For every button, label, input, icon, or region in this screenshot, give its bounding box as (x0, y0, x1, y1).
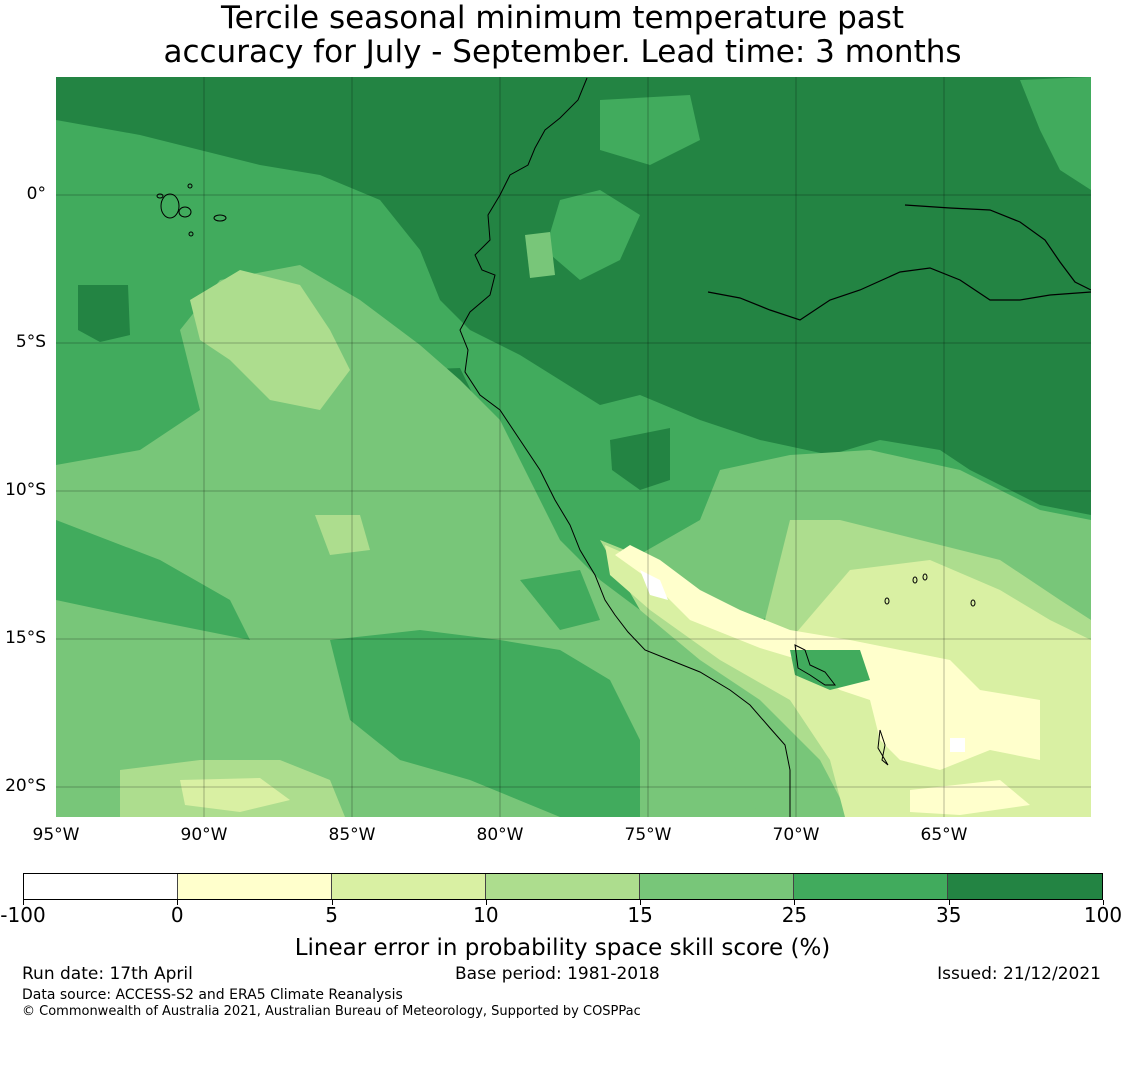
coastline (459, 77, 791, 817)
colorbar-tick-label: 5 (325, 903, 338, 927)
colorbar-tick-label: 0 (170, 903, 184, 927)
river (904, 204, 1091, 291)
colorbar-tick-mark (485, 900, 487, 905)
colorbar-label: Linear error in probability space skill … (294, 935, 831, 961)
lake-titicaca (794, 644, 837, 686)
colorbar-tick-mark (177, 900, 179, 905)
colorbar-tick-mark (640, 900, 642, 905)
map-title-line-2: accuracy for July - September. Lead time… (163, 34, 962, 70)
colorbar-segment (794, 874, 948, 899)
colorbar-segment (640, 874, 794, 899)
base-period: Base period: 1981-2018 (455, 964, 660, 984)
data-source: Data source: ACCESS-S2 and ERA5 Climate … (22, 987, 403, 1003)
lon-tick-label: 80°W (476, 825, 524, 845)
colorbar-tick-mark (794, 900, 796, 905)
lon-tick-label: 65°W (920, 825, 968, 845)
field-15-25-region (56, 265, 870, 817)
colorbar-segment (948, 874, 1102, 899)
skill-score-field (56, 77, 1091, 817)
patch-35-100 (78, 285, 130, 342)
patch-35-100 (610, 428, 670, 490)
lon-tick-label: 95°W (32, 825, 80, 845)
lat-tick-label: 10°S (5, 480, 46, 500)
colorbar-segment (332, 874, 486, 899)
colorbar-tick-label: 25 (781, 903, 808, 927)
colorbar-tick-mark (331, 900, 333, 905)
colorbar-segment (486, 874, 640, 899)
colorbar-tick-mark (948, 900, 950, 905)
patch-25-35 (56, 520, 250, 640)
field-35-100-region (56, 77, 1091, 515)
colorbar (23, 873, 1103, 900)
patch-25-35 (1020, 77, 1091, 190)
river (707, 267, 1091, 321)
patch-0-5 (910, 780, 1030, 815)
lat-tick-label: 15°S (5, 628, 46, 648)
lon-tick-label: 85°W (328, 825, 376, 845)
patch-25-35 (790, 650, 870, 690)
lon-tick-label: 90°W (180, 825, 228, 845)
gridlines (56, 77, 1091, 817)
issued-date: Issued: 21/12/2021 (937, 964, 1101, 984)
colorbar-tick-label: 100 (1083, 903, 1123, 927)
colorbar-tick-label: 10 (473, 903, 499, 927)
colorbar-tick-mark (23, 900, 24, 905)
copyright-notice: © Commonwealth of Australia 2021, Austra… (22, 1004, 641, 1019)
lon-tick-label: 70°W (772, 825, 820, 845)
patch-5-10 (180, 778, 290, 812)
patch-15-25 (525, 232, 555, 278)
patch-25-35 (600, 95, 700, 165)
colorbar-tick-mark (1103, 900, 1104, 905)
lat-tick-label: 20°S (5, 776, 46, 796)
lat-tick-label: 0° (26, 184, 46, 204)
colorbar-tick-label: -100 (0, 903, 46, 927)
map-title-line-1: Tercile seasonal minimum temperature pas… (220, 0, 905, 36)
patch-10-15 (315, 515, 370, 555)
patch-below-0 (640, 570, 668, 600)
field-10-15-region (190, 270, 350, 410)
colorbar-tick-label: 15 (627, 903, 653, 927)
colorbar-tick-label: 35 (935, 903, 962, 927)
colorbar-segment (178, 874, 332, 899)
small-lakes (877, 573, 976, 766)
skill-score-map (56, 77, 1091, 817)
colorbar-segment (24, 874, 178, 899)
patch-25-35 (330, 630, 640, 817)
run-date: Run date: 17th April (22, 964, 193, 984)
galapagos-islands (156, 183, 227, 237)
patch-25-35 (545, 190, 640, 280)
patch-25-35 (520, 570, 600, 630)
lat-tick-label: 5°S (15, 332, 46, 352)
lon-tick-label: 75°W (624, 825, 672, 845)
patch-below-0 (950, 738, 965, 752)
